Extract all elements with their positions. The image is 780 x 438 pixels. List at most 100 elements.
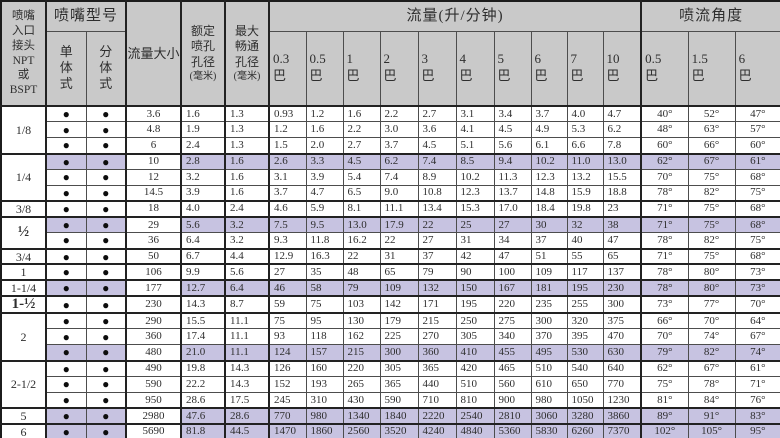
rated-orifice-value: 81.8 (180, 423, 226, 438)
angle-value: 70° (687, 312, 736, 330)
flow-value: 25 (455, 215, 495, 234)
flow-value: 6.5 (342, 184, 381, 202)
flow-value: 6.6 (566, 137, 604, 155)
flow-value: 7370 (602, 423, 642, 438)
flow-value: 300 (602, 295, 642, 314)
flow-value: 22 (417, 215, 457, 234)
angle-value: 73° (640, 295, 689, 314)
flow-value: 365 (417, 359, 457, 377)
max-orifice-value: 11.1 (224, 328, 270, 346)
angle-value: 71° (640, 215, 689, 234)
flow-value: 65 (379, 263, 419, 281)
angle-value: 82° (687, 344, 736, 362)
flow-value: 4.7 (305, 184, 344, 202)
single-type-dot: ● (45, 263, 87, 281)
flow-value: 215 (342, 344, 381, 362)
rated-orifice-value: 28.6 (180, 391, 226, 409)
flow-value: 167 (493, 279, 532, 297)
max-orifice-value: 1.6 (224, 184, 270, 202)
flow-size-value: 490 (125, 359, 182, 377)
angle-value: 75° (734, 184, 780, 202)
flow-value: 79 (342, 279, 381, 297)
flow-value: 4.7 (602, 105, 642, 123)
split-type-dot: ● (85, 105, 127, 123)
angle-value: 48° (640, 121, 689, 139)
flow-value: 440 (417, 376, 457, 393)
flow-pressure-header: 6 巴 (530, 30, 568, 107)
flow-value: 162 (342, 328, 381, 346)
flow-value: 152 (268, 376, 307, 393)
flow-value: 980 (305, 407, 344, 425)
flow-size-value: 12 (125, 168, 182, 186)
flow-value: 320 (566, 312, 604, 330)
single-type-dot: ● (45, 407, 87, 425)
angle-value: 71° (640, 247, 689, 265)
angle-value: 70° (640, 328, 689, 346)
split-type-dot: ● (85, 168, 127, 186)
flow-value: 38 (602, 215, 642, 234)
split-type-dot: ● (85, 391, 127, 409)
flow-value: 75 (305, 295, 344, 314)
flow-value: 6260 (566, 423, 604, 438)
pipe-size-label: ½ (0, 215, 47, 250)
flow-value: 1860 (305, 423, 344, 438)
flow-value: 142 (379, 295, 419, 314)
flow-value: 395 (566, 328, 604, 346)
flow-value: 59 (268, 295, 307, 314)
angle-value: 70° (640, 168, 689, 186)
flow-value: 9.0 (379, 184, 419, 202)
flow-value: 37 (530, 232, 568, 250)
flow-value: 1840 (379, 407, 419, 425)
flow-value: 770 (602, 376, 642, 393)
rated-orifice-value: 1.9 (180, 121, 226, 139)
flow-value: 3520 (379, 423, 419, 438)
angle-value: 61° (734, 359, 780, 377)
flow-value: 420 (455, 359, 495, 377)
flow-value: 12.3 (455, 184, 495, 202)
flow-value: 1470 (268, 423, 307, 438)
flow-value: 3.7 (268, 184, 307, 202)
max-orifice-value: 44.5 (224, 423, 270, 438)
flow-value: 1.2 (268, 121, 307, 139)
flow-value: 630 (602, 344, 642, 362)
flow-value: 270 (417, 328, 457, 346)
single-type-dot: ● (45, 200, 87, 218)
angle-value: 78° (640, 263, 689, 281)
flow-value: 375 (602, 312, 642, 330)
flow-value: 8.5 (455, 152, 495, 170)
flow-value: 470 (602, 328, 642, 346)
flow-value: 3.4 (493, 105, 532, 123)
pipe-size-label: 1 (0, 263, 47, 281)
split-type-dot: ● (85, 247, 127, 265)
angle-value: 68° (734, 215, 780, 234)
split-type-dot: ● (85, 232, 127, 250)
flow-value: 3.1 (268, 168, 307, 186)
angle-value: 52° (687, 105, 736, 123)
flow-size-value: 50 (125, 247, 182, 265)
flow-value: 40 (566, 232, 604, 250)
flow-value: 710 (417, 391, 457, 409)
flow-value: 126 (268, 359, 307, 377)
flow-value: 4.6 (268, 200, 307, 218)
single-type-dot: ● (45, 359, 87, 377)
flow-value: 10.2 (455, 168, 495, 186)
flow-value: 13.2 (566, 168, 604, 186)
angle-value: 66° (640, 312, 689, 330)
flow-value: 93 (268, 328, 307, 346)
flow-value: 2560 (342, 423, 381, 438)
flow-size-value: 590 (125, 376, 182, 393)
single-type-dot: ● (45, 168, 87, 186)
flow-value: 109 (530, 263, 568, 281)
angle-value: 78° (687, 376, 736, 393)
max-orifice-value: 14.3 (224, 376, 270, 393)
max-orifice-value: 11.1 (224, 344, 270, 362)
rated-orifice-value: 9.9 (180, 263, 226, 281)
pipe-size-label: 6 (0, 423, 47, 438)
split-type-dot: ● (85, 328, 127, 346)
angle-value: 75° (687, 215, 736, 234)
angle-value: 75° (687, 200, 736, 218)
flow-value: 27 (417, 232, 457, 250)
flow-value: 10.2 (530, 152, 568, 170)
angle-value: 83° (734, 407, 780, 425)
angle-value: 62° (640, 359, 689, 377)
